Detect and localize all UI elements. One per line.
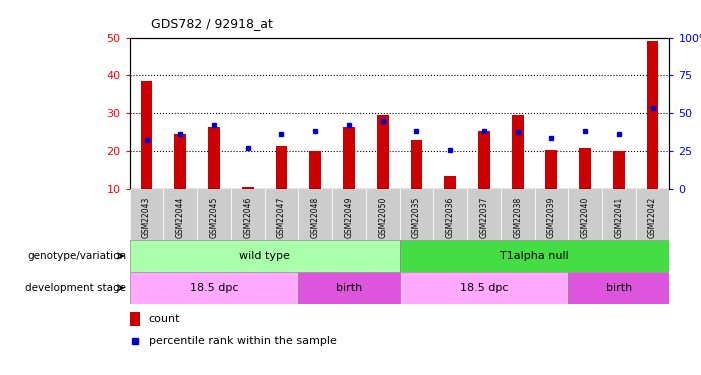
Text: GSM22042: GSM22042 [648, 197, 657, 238]
Bar [242, 188, 254, 189]
Bar [501, 189, 535, 240]
Text: 18.5 dpc: 18.5 dpc [190, 283, 238, 293]
Bar [512, 116, 524, 189]
Bar [309, 152, 321, 189]
Text: GSM22043: GSM22043 [142, 197, 151, 238]
Bar [400, 189, 433, 240]
Text: 18.5 dpc: 18.5 dpc [460, 283, 508, 293]
Text: GSM22038: GSM22038 [513, 197, 522, 238]
Bar [478, 130, 490, 189]
Bar [130, 189, 163, 240]
Bar [400, 272, 569, 304]
Bar [163, 189, 197, 240]
Bar [411, 140, 422, 189]
Text: GSM22048: GSM22048 [311, 197, 320, 238]
Text: GSM22050: GSM22050 [379, 197, 387, 238]
Bar [175, 134, 186, 189]
Bar [299, 272, 400, 304]
Bar [275, 146, 287, 189]
Bar [647, 41, 658, 189]
Text: development stage: development stage [25, 283, 126, 293]
Bar [299, 189, 332, 240]
Text: GSM22039: GSM22039 [547, 197, 556, 238]
Text: GSM22040: GSM22040 [580, 197, 590, 238]
Text: GSM22047: GSM22047 [277, 197, 286, 238]
Bar [141, 81, 152, 189]
Bar [444, 176, 456, 189]
Bar [535, 189, 569, 240]
Text: GSM22046: GSM22046 [243, 197, 252, 238]
Bar [343, 127, 355, 189]
Text: GSM22049: GSM22049 [344, 197, 353, 238]
Bar [130, 312, 140, 326]
Text: GSM22045: GSM22045 [210, 197, 219, 238]
Bar [265, 189, 299, 240]
Bar [130, 272, 299, 304]
Bar [208, 127, 220, 189]
Bar [231, 189, 265, 240]
Bar [377, 116, 388, 189]
Text: percentile rank within the sample: percentile rank within the sample [149, 336, 336, 346]
Bar [636, 189, 669, 240]
Text: birth: birth [336, 283, 362, 293]
Bar [130, 240, 400, 272]
Text: GDS782 / 92918_at: GDS782 / 92918_at [151, 17, 273, 30]
Bar [400, 240, 669, 272]
Bar [569, 189, 602, 240]
Text: GSM22044: GSM22044 [176, 197, 185, 238]
Text: GSM22035: GSM22035 [412, 197, 421, 238]
Bar [613, 152, 625, 189]
Text: genotype/variation: genotype/variation [27, 251, 126, 261]
Bar [433, 189, 467, 240]
Bar [579, 148, 591, 189]
Text: birth: birth [606, 283, 632, 293]
Text: GSM22036: GSM22036 [446, 197, 455, 238]
Bar [569, 272, 669, 304]
Text: T1alpha null: T1alpha null [500, 251, 569, 261]
Text: GSM22041: GSM22041 [614, 197, 623, 238]
Bar [197, 189, 231, 240]
Bar [602, 189, 636, 240]
Bar [545, 150, 557, 189]
Bar [332, 189, 366, 240]
Text: wild type: wild type [239, 251, 290, 261]
Text: count: count [149, 314, 180, 324]
Text: GSM22037: GSM22037 [479, 197, 489, 238]
Bar [366, 189, 400, 240]
Bar [467, 189, 501, 240]
